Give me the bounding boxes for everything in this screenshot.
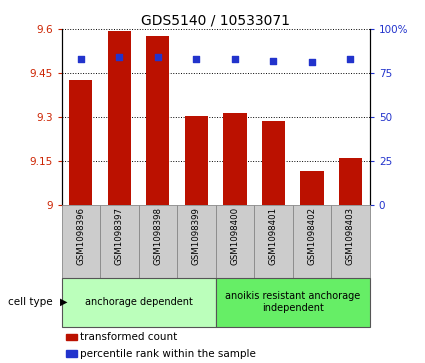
- Bar: [100, 205, 139, 278]
- Text: GSM1098398: GSM1098398: [153, 207, 162, 265]
- Bar: [62, 205, 100, 278]
- Point: [77, 56, 84, 62]
- Bar: [185, 115, 208, 205]
- Text: cell type: cell type: [8, 297, 53, 307]
- Text: GSM1098396: GSM1098396: [76, 207, 85, 265]
- Bar: [215, 205, 254, 278]
- Bar: [177, 205, 215, 278]
- Bar: [139, 205, 177, 278]
- Point: [116, 54, 123, 60]
- Point: [232, 56, 238, 62]
- Text: GSM1098403: GSM1098403: [346, 207, 355, 265]
- Bar: [339, 158, 362, 205]
- Point: [347, 56, 354, 62]
- Bar: [146, 36, 170, 205]
- Bar: [224, 113, 246, 205]
- Point: [155, 54, 162, 60]
- Text: anchorage dependent: anchorage dependent: [85, 297, 193, 307]
- Text: GSM1098401: GSM1098401: [269, 207, 278, 265]
- Text: GSM1098400: GSM1098400: [230, 207, 239, 265]
- Bar: [262, 122, 285, 205]
- Point: [193, 56, 200, 62]
- Text: transformed count: transformed count: [80, 332, 177, 342]
- Text: anoikis resistant anchorage
independent: anoikis resistant anchorage independent: [225, 291, 360, 313]
- Bar: [254, 205, 293, 278]
- Point: [309, 60, 315, 65]
- Title: GDS5140 / 10533071: GDS5140 / 10533071: [141, 14, 290, 28]
- Bar: [62, 278, 215, 327]
- Bar: [69, 80, 92, 205]
- Text: GSM1098402: GSM1098402: [307, 207, 317, 265]
- Bar: [108, 30, 131, 205]
- Bar: [215, 278, 370, 327]
- Text: ▶: ▶: [60, 297, 67, 307]
- Text: GSM1098399: GSM1098399: [192, 207, 201, 265]
- Bar: [300, 171, 323, 205]
- Bar: [331, 205, 370, 278]
- Text: percentile rank within the sample: percentile rank within the sample: [80, 348, 256, 359]
- Text: GSM1098397: GSM1098397: [115, 207, 124, 265]
- Bar: [293, 205, 331, 278]
- Point: [270, 58, 277, 64]
